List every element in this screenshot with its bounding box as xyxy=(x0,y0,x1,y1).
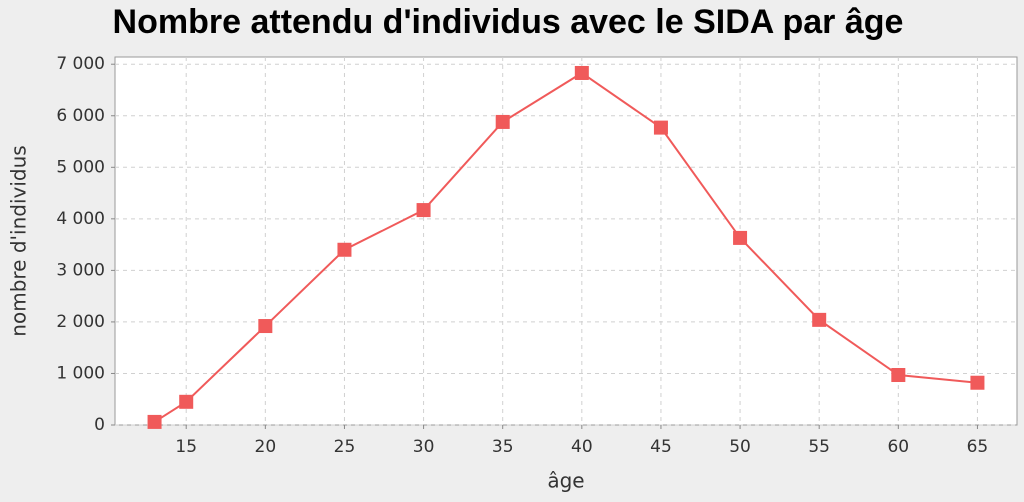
chart-title: Nombre attendu d'individus avec le SIDA … xyxy=(113,3,904,41)
data-point xyxy=(812,312,827,327)
y-tick-label: 4 000 xyxy=(56,209,105,229)
y-tick-label: 3 000 xyxy=(56,260,105,280)
x-tick-label: 20 xyxy=(255,437,277,457)
data-point xyxy=(574,65,589,80)
x-axis-label: âge xyxy=(547,469,584,493)
data-point xyxy=(733,230,748,245)
y-tick-label: 2 000 xyxy=(56,312,105,332)
data-line xyxy=(154,71,978,423)
x-tick-label: 55 xyxy=(808,437,830,457)
x-tick-label: 65 xyxy=(967,437,989,457)
y-axis-label: nombre d'individus xyxy=(7,145,31,336)
data-point xyxy=(416,203,431,218)
data-point xyxy=(179,394,194,409)
y-tick-label: 1 000 xyxy=(56,363,105,383)
x-tick-label: 35 xyxy=(492,437,514,457)
data-point xyxy=(653,120,668,135)
data-point xyxy=(495,114,510,129)
y-tick-label: 7 000 xyxy=(56,54,105,74)
data-point xyxy=(147,414,162,429)
y-tick-label: 5 000 xyxy=(56,157,105,177)
data-point xyxy=(891,368,906,383)
x-tick-label: 40 xyxy=(571,437,593,457)
x-tick-label: 30 xyxy=(413,437,435,457)
x-tick-label: 50 xyxy=(729,437,751,457)
x-tick-label: 60 xyxy=(887,437,909,457)
plot-area xyxy=(114,56,1018,426)
y-tick-label: 6 000 xyxy=(56,106,105,126)
data-point xyxy=(258,319,273,334)
x-tick-label: 15 xyxy=(175,437,197,457)
y-tick-label: 0 xyxy=(94,415,105,435)
data-point xyxy=(337,242,352,257)
x-tick-label: 45 xyxy=(650,437,672,457)
data-point xyxy=(970,375,985,390)
x-tick-label: 25 xyxy=(334,437,356,457)
